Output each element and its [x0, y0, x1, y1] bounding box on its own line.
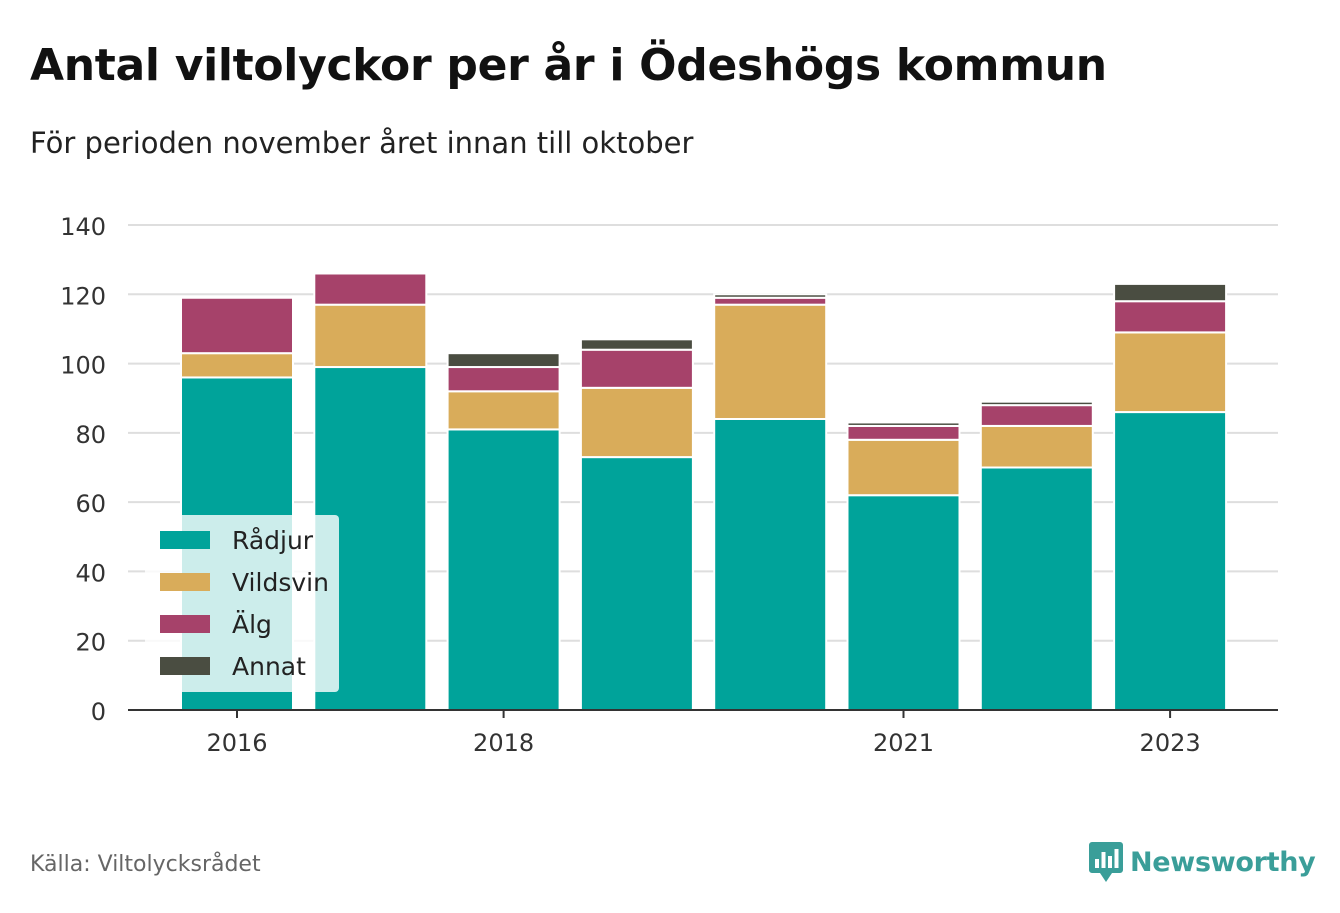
y-tick-label: 120 [60, 282, 106, 310]
bar-segment-2021-vildsvin [846, 438, 961, 497]
y-axis: 0 20 40 60 80 100 120 140 [60, 213, 106, 726]
x-tick-label: 2021 [873, 729, 934, 757]
bar-segment-2016-vildsvin [180, 352, 294, 379]
newsworthy-brand[interactable]: Newsworthy [1088, 840, 1316, 884]
legend-label: Vildsvin [232, 568, 329, 597]
bar-segment-2016-älg [180, 296, 294, 355]
chart-title: Antal viltolyckor per år i Ödeshögs komm… [30, 40, 1107, 91]
legend-label: Rådjur [232, 526, 314, 555]
legend: Rådjur Vildsvin Älg Annat [145, 515, 339, 692]
y-tick-label: 100 [60, 352, 106, 380]
bar-segment-2019-annat [579, 338, 694, 351]
bar-segment-2018-älg [446, 366, 561, 393]
bar-segment-2023-annat [1113, 282, 1228, 303]
bar-segment-2022-vildsvin [979, 424, 1094, 469]
x-axis: 2016 2018 2021 2023 [128, 709, 1278, 757]
y-tick-label: 80 [75, 421, 106, 449]
bar-segment-2018-rådjur [446, 428, 561, 711]
legend-swatch-rådjur [160, 531, 210, 549]
legend-label: Älg [232, 610, 272, 639]
legend-box [145, 515, 339, 692]
chart-subtitle: För perioden november året innan till ok… [30, 126, 694, 160]
bar-segment-2020-rådjur [713, 418, 828, 711]
legend-swatch-annat [160, 657, 210, 675]
bar-segment-2018-annat [446, 352, 561, 369]
bar-segment-2022-älg [979, 404, 1094, 427]
bar-segment-2019-vildsvin [579, 386, 694, 459]
bar-segment-2021-älg [846, 424, 961, 441]
bar-segment-2017-vildsvin [313, 303, 428, 369]
bar-segment-2017-älg [313, 272, 428, 306]
legend-label: Annat [232, 652, 306, 681]
y-tick-label: 60 [75, 490, 106, 518]
legend-swatch-älg [160, 615, 210, 633]
bar-segment-2021-annat [846, 421, 961, 427]
bar-segment-2023-vildsvin [1113, 331, 1228, 414]
source-note: Källa: Viltolycksrådet [30, 852, 261, 877]
brand-name: Newsworthy [1130, 846, 1316, 878]
bar-segment-2019-rådjur [579, 456, 694, 711]
bar-segment-2018-vildsvin [446, 390, 561, 431]
bar-segment-2023-rådjur [1113, 411, 1228, 711]
newsworthy-logo-icon [1089, 842, 1123, 882]
bar-segment-2022-annat [979, 400, 1094, 407]
bar-segment-2020-älg [713, 296, 828, 306]
x-tick-label: 2023 [1140, 729, 1201, 757]
y-tick-label: 40 [75, 559, 106, 587]
bar-segment-2019-älg [579, 348, 694, 389]
bar-segment-2023-älg [1113, 300, 1228, 334]
y-tick-label: 20 [75, 629, 106, 657]
x-tick-label: 2018 [473, 729, 534, 757]
x-tick-label: 2016 [206, 729, 267, 757]
bar-segment-2021-rådjur [846, 494, 961, 712]
bar-segment-2020-vildsvin [713, 303, 828, 420]
y-tick-label: 0 [91, 698, 106, 726]
legend-swatch-vildsvin [160, 573, 210, 591]
y-tick-label: 140 [60, 213, 106, 241]
bar-segment-2020-annat [713, 293, 828, 299]
bar-segment-2022-rådjur [979, 466, 1094, 711]
